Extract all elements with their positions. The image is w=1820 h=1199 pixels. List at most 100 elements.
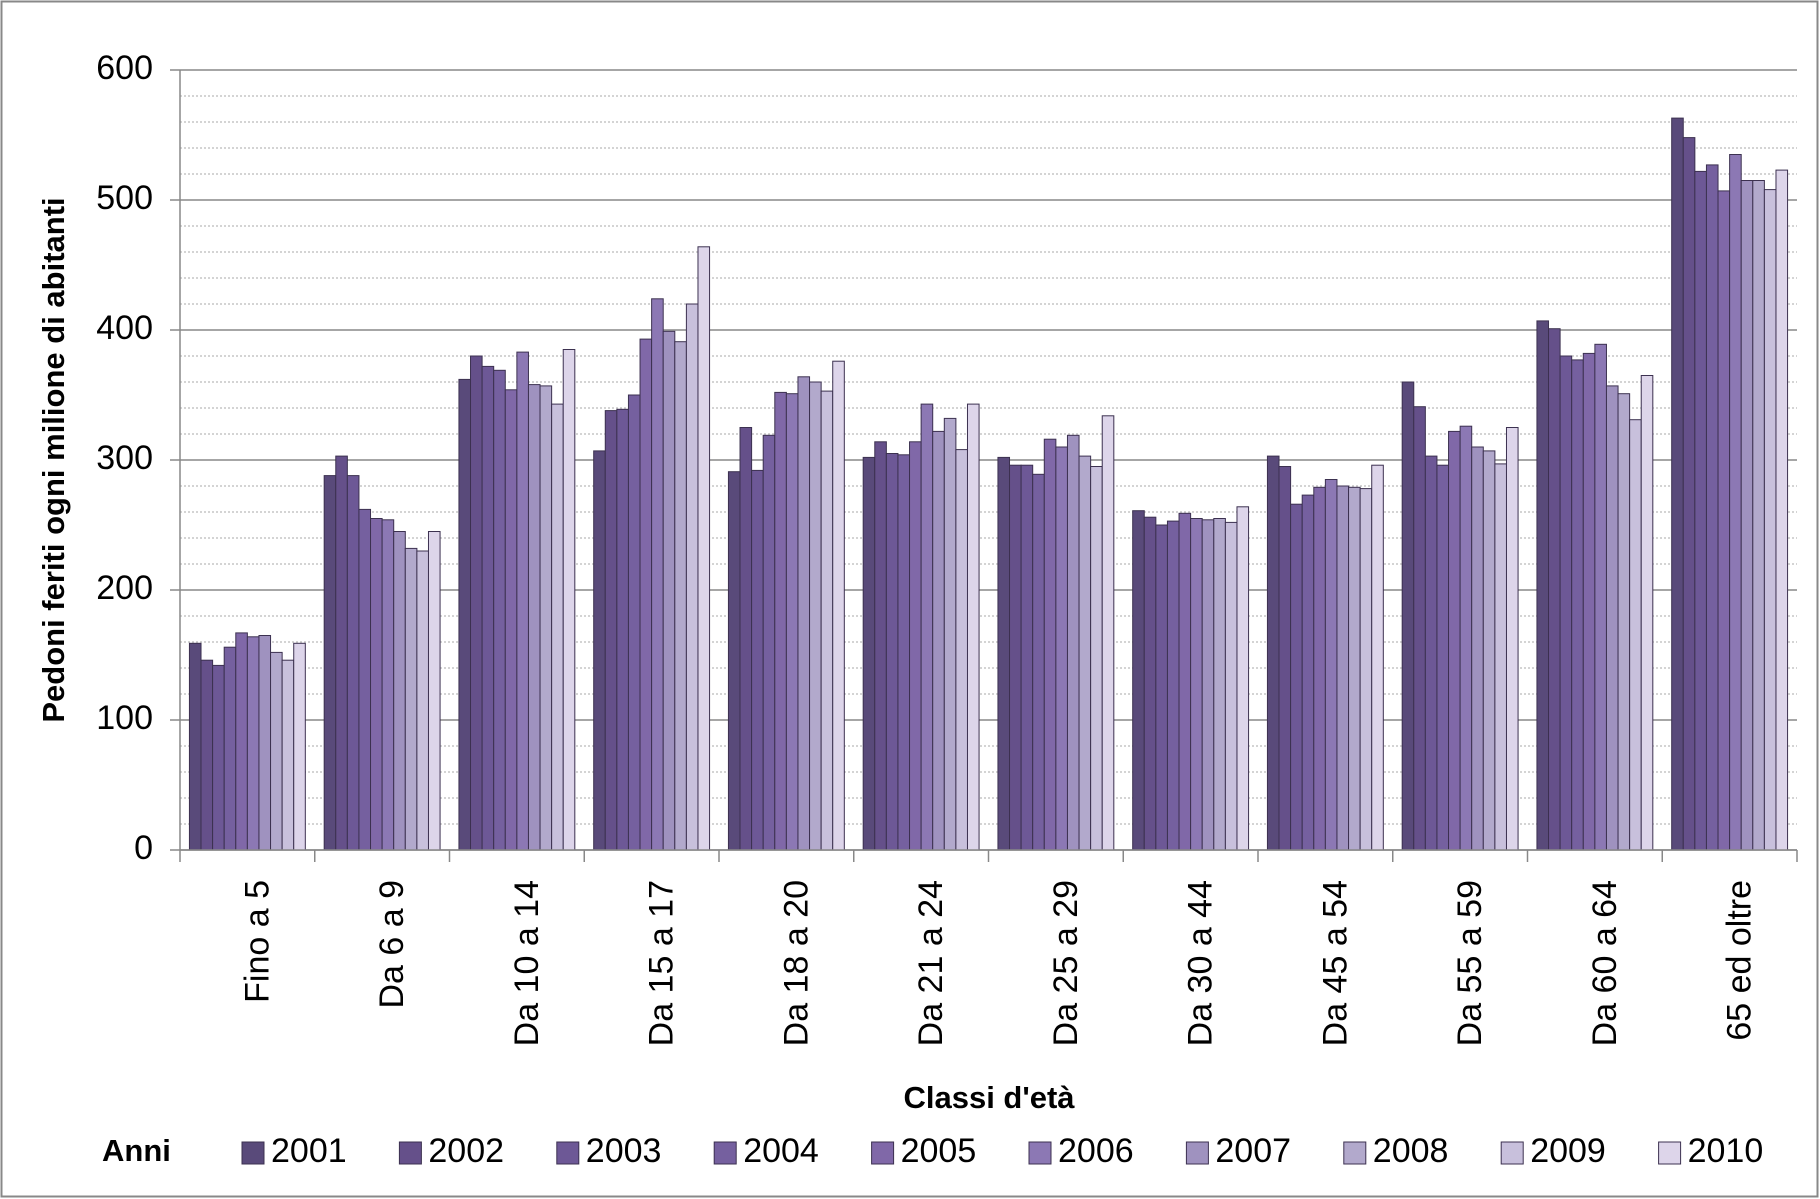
bar (1278, 466, 1292, 851)
bar (943, 417, 957, 851)
y-tick-label: 400 (96, 309, 153, 347)
bar (246, 636, 260, 851)
y-axis-title: Pedoni feriti ogni milione di abitanti (36, 197, 71, 722)
legend-swatch (398, 1141, 422, 1165)
bar (1705, 164, 1719, 851)
bar (323, 475, 337, 851)
bar (1324, 479, 1338, 851)
x-tick-label: Fino a 5 (238, 880, 276, 1003)
y-tick-label: 0 (134, 829, 153, 867)
bar (874, 441, 887, 851)
bar (1101, 415, 1115, 851)
legend-label: 2006 (1058, 1132, 1134, 1170)
bar (616, 408, 629, 851)
legend-swatch (1343, 1141, 1367, 1165)
legend-label: 2010 (1688, 1132, 1764, 1170)
bar (1290, 503, 1303, 851)
legend-label: 2002 (428, 1132, 504, 1170)
bar (1505, 427, 1519, 851)
bar (1313, 486, 1326, 851)
x-tick-label: Da 6 a 9 (373, 880, 411, 1009)
bar (627, 394, 641, 851)
bar (1413, 406, 1426, 851)
legend-title: Anni (102, 1133, 171, 1168)
bar (674, 341, 687, 851)
legend-swatch (713, 1141, 737, 1165)
bar (1132, 510, 1145, 851)
bar (932, 430, 945, 851)
bar (1201, 519, 1215, 851)
legend-swatch (556, 1141, 580, 1165)
bar (1078, 455, 1092, 851)
y-tick-label: 200 (96, 569, 153, 607)
bar (762, 434, 776, 851)
bar (1729, 154, 1742, 851)
bar (1090, 466, 1103, 851)
y-tick-label: 600 (96, 49, 153, 87)
bar (1224, 521, 1238, 851)
bar (604, 410, 618, 851)
x-tick-label: Da 45 a 54 (1316, 880, 1354, 1046)
bar (1020, 464, 1034, 851)
bar (270, 651, 283, 851)
bar (1752, 180, 1765, 851)
legend-swatch (871, 1141, 895, 1165)
bar (346, 475, 360, 851)
bar (381, 519, 395, 851)
bar (797, 376, 811, 851)
bar (504, 389, 518, 851)
y-tick-label: 100 (96, 699, 153, 737)
bar (1371, 464, 1384, 851)
bar (697, 246, 711, 851)
bar (1548, 328, 1561, 851)
bar (1348, 486, 1361, 851)
bar (1401, 381, 1415, 851)
bar (1178, 512, 1192, 851)
bar (1694, 170, 1707, 851)
bar (966, 403, 980, 851)
x-tick-label: 65 ed oltre (1721, 880, 1759, 1041)
bar (335, 455, 348, 851)
bar (1009, 464, 1022, 851)
bar (527, 384, 541, 851)
bar (1032, 473, 1045, 851)
bar (1155, 524, 1168, 851)
bar (1682, 137, 1696, 851)
bar (832, 360, 845, 851)
bar (751, 469, 764, 851)
bar (1213, 518, 1226, 851)
bar (188, 642, 202, 851)
bar (281, 659, 295, 851)
bar (1301, 494, 1315, 851)
bar (551, 403, 564, 851)
bar (258, 635, 272, 851)
bar (1055, 446, 1068, 851)
bar (685, 303, 699, 851)
bar (1775, 169, 1789, 851)
bar (885, 453, 899, 851)
bar (662, 330, 676, 851)
bar (1617, 393, 1631, 851)
x-axis-title: Classi d'età (903, 1080, 1075, 1115)
bar (1605, 385, 1619, 851)
x-tick-label: Da 30 a 44 (1182, 880, 1220, 1046)
bar (1494, 463, 1507, 851)
bar (458, 378, 472, 851)
bar (470, 355, 483, 851)
bar (370, 518, 383, 851)
bar (1536, 320, 1550, 851)
bar (955, 449, 968, 851)
x-tick-label: Da 10 a 14 (508, 880, 546, 1046)
bar (1717, 190, 1731, 851)
bar (427, 531, 441, 851)
bar (739, 427, 753, 851)
bar (909, 441, 922, 851)
bar (1236, 506, 1250, 851)
bar (1629, 419, 1642, 851)
bar (223, 646, 237, 851)
bar (1671, 117, 1684, 851)
bar (1471, 446, 1484, 851)
y-tick-label: 300 (96, 439, 153, 477)
legend-label: 2004 (743, 1132, 819, 1170)
legend-label: 2005 (901, 1132, 977, 1170)
